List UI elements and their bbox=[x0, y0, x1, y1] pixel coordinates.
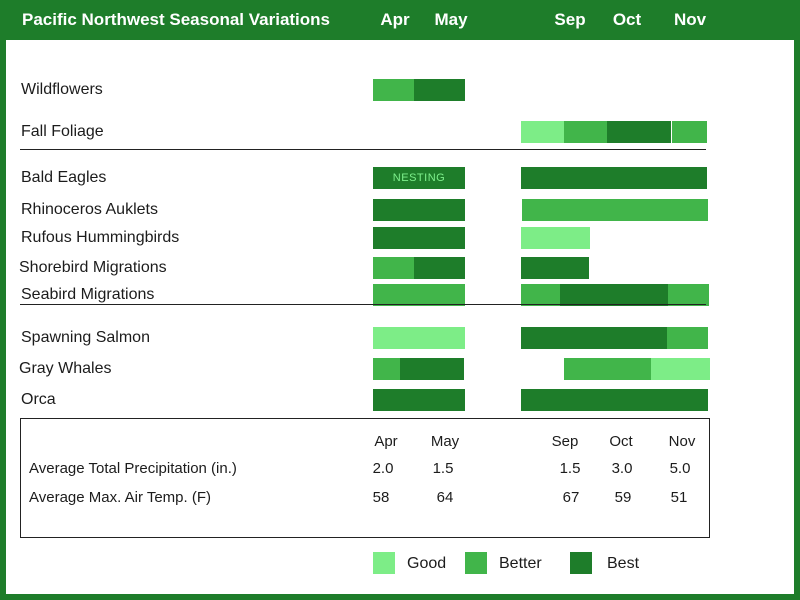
group-divider bbox=[20, 304, 706, 305]
header-month-sep: Sep bbox=[554, 10, 586, 29]
group-divider bbox=[20, 149, 706, 150]
bar-segment bbox=[672, 121, 707, 143]
bar-segment bbox=[522, 199, 708, 221]
legend-swatch-good bbox=[373, 552, 395, 574]
table-cell: 51 bbox=[670, 489, 688, 506]
bar-segment bbox=[373, 327, 465, 349]
legend-label-best: Best bbox=[607, 555, 640, 572]
legend-swatch-best bbox=[570, 552, 592, 574]
bar-segment bbox=[373, 79, 414, 101]
bar-segment bbox=[373, 358, 400, 380]
chart-header: Pacific Northwest Seasonal Variations Ap… bbox=[0, 0, 800, 40]
table-cell: 58 bbox=[372, 489, 390, 506]
table-cell: 5.0 bbox=[669, 460, 691, 477]
bar-segment bbox=[373, 389, 465, 411]
row-label: Seabird Migrations bbox=[21, 286, 155, 303]
row-label: Shorebird Migrations bbox=[19, 259, 167, 276]
bar-segment bbox=[373, 227, 465, 249]
legend-label-better: Better bbox=[499, 555, 542, 572]
legend-swatch-better bbox=[465, 552, 487, 574]
header-month-apr: Apr bbox=[380, 10, 410, 29]
chart-title: Pacific Northwest Seasonal Variations bbox=[22, 10, 331, 29]
header-month-nov: Nov bbox=[673, 10, 707, 29]
table-row-label: Average Total Precipitation (in.) bbox=[29, 460, 237, 477]
table-cell: 1.5 bbox=[559, 460, 581, 477]
bar-segment bbox=[521, 284, 560, 306]
bar-segment bbox=[521, 227, 590, 249]
bar-segment bbox=[521, 167, 707, 189]
header-month-may: May bbox=[434, 10, 468, 29]
bar-segment bbox=[414, 79, 465, 101]
bar-segment bbox=[521, 389, 708, 411]
table-month-oct: Oct bbox=[609, 433, 633, 450]
row-label: Orca bbox=[21, 391, 56, 408]
table-month-sep: Sep bbox=[551, 433, 579, 450]
table-month-may: May bbox=[430, 433, 460, 450]
table-cell: 59 bbox=[614, 489, 632, 506]
bars-canvas bbox=[373, 79, 710, 411]
bar-segment bbox=[373, 257, 414, 279]
table-cell: 64 bbox=[436, 489, 454, 506]
bar-segment bbox=[521, 327, 667, 349]
bar-segment bbox=[414, 257, 465, 279]
bar-segment bbox=[667, 327, 708, 349]
table-row-label: Average Max. Air Temp. (F) bbox=[29, 489, 212, 506]
bar-segment bbox=[607, 121, 671, 143]
bar-segment bbox=[373, 167, 465, 189]
header-month-oct: Oct bbox=[612, 10, 642, 29]
bar-segment bbox=[373, 199, 465, 221]
bar-segment bbox=[564, 121, 607, 143]
bar-segment bbox=[564, 358, 651, 380]
bar-segment bbox=[560, 284, 668, 306]
table-cell: 67 bbox=[562, 489, 580, 506]
table-cell: 3.0 bbox=[611, 460, 633, 477]
bar-segment bbox=[651, 358, 710, 380]
table-month-apr: Apr bbox=[374, 433, 398, 450]
row-label: Rhinoceros Auklets bbox=[21, 201, 158, 218]
bar-segment bbox=[521, 121, 564, 143]
row-label: Rufous Hummingbirds bbox=[21, 229, 180, 246]
climate-table: Apr May Sep Oct Nov Average Total Precip… bbox=[20, 418, 710, 538]
chart-panel: Wildflowers Fall Foliage Bald Eagles Rhinoc… bbox=[6, 40, 794, 594]
table-cell: 2.0 bbox=[372, 460, 394, 477]
row-label: Gray Whales bbox=[19, 360, 112, 377]
bar-segment bbox=[521, 257, 589, 279]
table-month-nov: Nov bbox=[668, 433, 696, 450]
bar-note: NESTING bbox=[392, 172, 446, 184]
legend-label-good: Good bbox=[407, 555, 447, 572]
row-label: Wildflowers bbox=[21, 81, 103, 98]
row-label: Spawning Salmon bbox=[21, 329, 150, 346]
row-label: Fall Foliage bbox=[21, 123, 104, 140]
row-label: Bald Eagles bbox=[21, 169, 107, 186]
bar-segment bbox=[373, 284, 465, 306]
bar-segment bbox=[668, 284, 709, 306]
bar-segment bbox=[400, 358, 464, 380]
table-cell: 1.5 bbox=[432, 460, 454, 477]
